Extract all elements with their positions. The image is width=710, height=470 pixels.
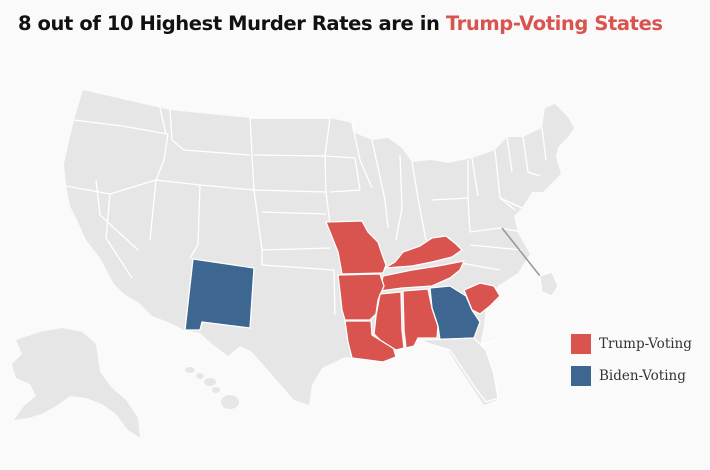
legend-item-biden: Biden-Voting — [571, 366, 692, 386]
state-mississippi — [373, 291, 405, 351]
biden-voting-states — [184, 258, 481, 341]
legend: Trump-Voting Biden-Voting — [571, 334, 692, 398]
legend-label-trump: Trump-Voting — [599, 336, 692, 352]
state-arkansas — [337, 273, 385, 321]
state-borders — [65, 107, 547, 346]
legend-label-biden: Biden-Voting — [599, 368, 686, 384]
state-missouri — [325, 220, 387, 275]
legend-swatch-biden — [571, 366, 591, 386]
state-tennessee — [379, 260, 465, 292]
state-hawaii — [185, 367, 239, 409]
state-georgia — [429, 285, 481, 341]
state-alabama — [402, 288, 439, 349]
legend-swatch-trump — [571, 334, 591, 354]
state-dc-inset — [539, 271, 559, 297]
state-new-mexico — [184, 258, 255, 331]
state-louisiana — [344, 320, 397, 363]
title-prefix: 8 out of 10 Highest Murder Rates are in — [18, 12, 446, 35]
chart-title: 8 out of 10 Highest Murder Rates are in … — [18, 12, 663, 35]
state-kentucky — [384, 235, 463, 269]
state-alaska — [12, 328, 140, 438]
legend-item-trump: Trump-Voting — [571, 334, 692, 354]
state-florida — [417, 337, 499, 403]
trump-voting-states — [325, 220, 501, 363]
title-highlight: Trump-Voting States — [445, 12, 663, 35]
inset-leader-line — [501, 227, 541, 277]
